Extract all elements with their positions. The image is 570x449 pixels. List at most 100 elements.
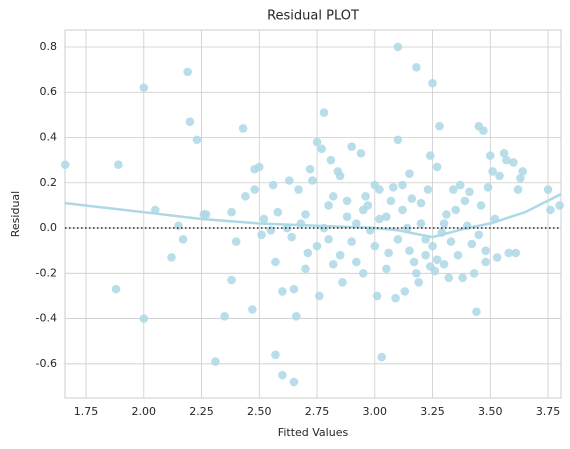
point xyxy=(455,180,465,190)
y-axis-label: Residual xyxy=(9,191,22,237)
point xyxy=(444,273,454,283)
lowess-line xyxy=(64,192,562,239)
point xyxy=(211,357,220,366)
point xyxy=(178,235,188,244)
point xyxy=(543,185,553,194)
point xyxy=(301,210,310,219)
point xyxy=(254,162,264,172)
point xyxy=(502,155,511,165)
point xyxy=(398,180,407,190)
point xyxy=(400,287,410,296)
point xyxy=(291,311,301,321)
point xyxy=(504,248,514,258)
point xyxy=(361,192,370,201)
point xyxy=(405,169,414,179)
point xyxy=(324,201,333,210)
point xyxy=(428,241,437,251)
point xyxy=(391,293,400,303)
point xyxy=(511,248,521,258)
point xyxy=(289,284,299,294)
point xyxy=(174,221,183,231)
point xyxy=(423,185,433,194)
point xyxy=(342,212,352,222)
point xyxy=(278,370,287,380)
point xyxy=(201,210,211,219)
y-tick-label: -0.4 xyxy=(36,312,57,325)
point xyxy=(555,201,564,210)
y-tick-label: 0.8 xyxy=(40,40,58,53)
point xyxy=(377,352,387,362)
point xyxy=(335,250,345,260)
point xyxy=(227,207,236,217)
x-tick-label: 3.00 xyxy=(363,405,388,418)
point xyxy=(335,171,345,181)
point xyxy=(328,192,338,201)
point xyxy=(432,255,442,265)
point xyxy=(488,167,497,176)
point xyxy=(518,167,527,176)
point xyxy=(220,311,229,321)
point xyxy=(375,214,384,224)
point xyxy=(439,259,449,269)
point xyxy=(453,250,463,260)
point xyxy=(278,287,287,296)
point xyxy=(347,237,356,246)
point xyxy=(238,124,248,133)
point xyxy=(352,219,361,228)
point xyxy=(382,212,391,222)
point xyxy=(139,83,149,93)
point xyxy=(317,144,326,154)
point xyxy=(382,264,391,274)
point xyxy=(509,158,518,167)
point xyxy=(241,192,250,201)
point xyxy=(474,230,484,240)
point xyxy=(439,219,449,228)
point xyxy=(326,155,336,165)
point xyxy=(315,291,324,301)
point xyxy=(412,63,421,72)
point xyxy=(407,194,417,203)
point xyxy=(352,257,361,267)
point xyxy=(472,307,481,317)
x-tick-label: 2.75 xyxy=(305,405,330,418)
point xyxy=(248,305,257,314)
point xyxy=(402,223,412,233)
point xyxy=(294,185,303,194)
point xyxy=(458,273,467,283)
point xyxy=(259,214,269,224)
point xyxy=(513,185,523,194)
point xyxy=(303,248,313,258)
point xyxy=(465,187,474,197)
point xyxy=(386,196,396,206)
point xyxy=(499,149,509,158)
point xyxy=(266,225,276,235)
point xyxy=(372,291,382,301)
point xyxy=(492,253,502,262)
point xyxy=(185,117,195,126)
plot-frame xyxy=(64,29,562,399)
point xyxy=(414,278,423,287)
point xyxy=(384,248,393,258)
point xyxy=(393,42,403,52)
point xyxy=(460,196,470,206)
point xyxy=(363,201,373,210)
y-tick-label: 0.4 xyxy=(40,131,58,144)
point xyxy=(398,205,407,215)
point xyxy=(516,173,525,183)
point xyxy=(476,201,486,210)
point xyxy=(273,207,283,217)
point xyxy=(483,182,493,192)
point xyxy=(268,180,278,190)
point xyxy=(416,219,426,228)
point xyxy=(192,135,202,145)
point xyxy=(388,182,398,192)
point xyxy=(425,151,435,160)
y-tick-label: -0.2 xyxy=(36,266,57,279)
point xyxy=(305,164,315,174)
point xyxy=(347,142,356,151)
point xyxy=(289,377,299,387)
point xyxy=(301,264,310,274)
point xyxy=(271,257,280,267)
point xyxy=(328,259,338,269)
point xyxy=(467,239,477,249)
